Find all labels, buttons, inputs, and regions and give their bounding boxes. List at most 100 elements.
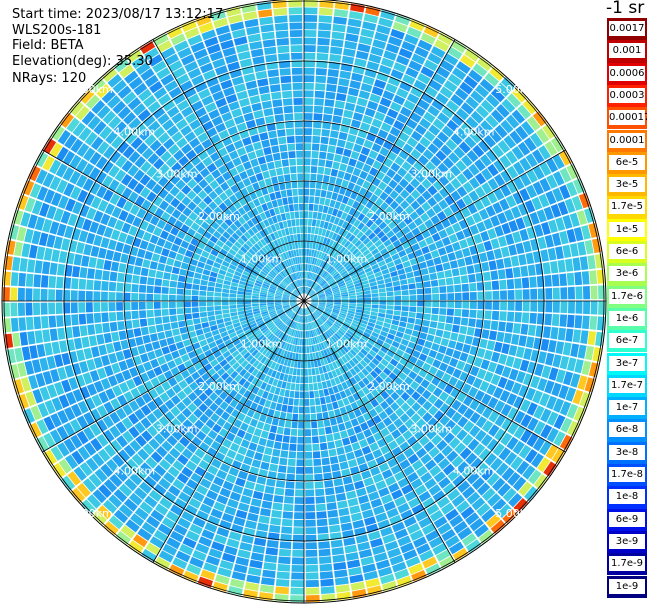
ppi-gate [461, 309, 470, 318]
ppi-gate [267, 262, 274, 269]
ppi-gate [176, 412, 187, 424]
ppi-gate [433, 256, 442, 265]
ppi-gate [280, 213, 287, 221]
ppi-gate [27, 331, 36, 345]
ppi-gate [304, 165, 311, 173]
ppi-gate [357, 43, 371, 53]
ppi-gate [280, 253, 286, 261]
ppi-gate [432, 359, 442, 369]
ppi-gate [359, 405, 368, 415]
ppi-gate [322, 313, 329, 319]
ppi-gate [421, 201, 431, 212]
ppi-gate [35, 169, 48, 185]
ppi-gate [267, 471, 277, 480]
ppi-gate [578, 193, 590, 209]
ppi-gate [190, 237, 199, 247]
ppi-gate [171, 112, 184, 124]
ppi-gate [226, 227, 235, 236]
ppi-gate [158, 163, 170, 175]
ppi-gate [177, 99, 190, 111]
ppi-gate [19, 331, 29, 346]
ppi-gate [353, 184, 362, 193]
ppi-gate [411, 570, 427, 582]
ppi-gate [339, 461, 349, 470]
ppi-gate [201, 274, 209, 281]
ppi-gate [468, 318, 476, 327]
ppi-gate [252, 290, 260, 294]
ppi-gate [512, 266, 521, 278]
ppi-gate [327, 266, 334, 273]
ppi-gate [279, 182, 286, 191]
ppi-gate [576, 210, 588, 225]
ppi-gate [342, 413, 350, 423]
ppi-gate [428, 349, 438, 359]
ppi-gate [184, 289, 192, 296]
ppi-gate [235, 556, 250, 567]
ppi-gate [112, 385, 123, 397]
ppi-gate [242, 270, 250, 277]
ppi-gate [100, 237, 110, 249]
ppi-gate [253, 428, 262, 437]
ppi-gate [337, 329, 345, 336]
ppi-gate [344, 251, 352, 258]
ppi-gate [137, 109, 151, 122]
ppi-gate [306, 241, 310, 249]
ppi-gate [537, 457, 551, 473]
ppi-gate [121, 222, 132, 234]
ppi-gate [313, 329, 318, 337]
ppi-gate [292, 305, 299, 310]
ppi-gate [184, 61, 199, 73]
ppi-gate [365, 240, 374, 249]
ppi-gate [149, 536, 165, 549]
ppi-gate [550, 137, 564, 153]
ppi-gate [584, 377, 595, 393]
ppi-gate [380, 444, 391, 455]
ppi-gate [347, 287, 355, 292]
ppi-gate [306, 287, 309, 294]
ppi-gate [107, 375, 118, 387]
ppi-gate [460, 207, 471, 218]
ppi-gate [64, 134, 77, 149]
ppi-gate [203, 471, 215, 482]
ppi-gate [243, 589, 258, 599]
ppi-gate [506, 279, 515, 290]
ppi-gate [243, 456, 253, 466]
ppi-gate [431, 307, 439, 315]
ppi-gate [356, 487, 367, 497]
ppi-gate [405, 183, 415, 194]
ppi-gate [433, 410, 445, 421]
ppi-gate [297, 288, 301, 295]
ppi-gate [316, 235, 321, 243]
ppi-gate [220, 265, 228, 272]
ppi-gate [265, 331, 272, 338]
ppi-gate [377, 312, 386, 318]
ppi-gate [108, 353, 118, 364]
ppi-gate [361, 206, 370, 216]
ppi-gate [62, 150, 76, 166]
ppi-gate [201, 250, 210, 258]
ppi-gate [540, 424, 553, 439]
ppi-gate [191, 289, 199, 296]
ppi-gate [573, 406, 586, 422]
ppi-gate [335, 276, 343, 282]
ppi-gate [318, 22, 332, 31]
ppi-gate [317, 291, 324, 295]
ppi-gate [330, 269, 337, 276]
ppi-gate [48, 275, 57, 288]
ppi-gate [140, 417, 152, 429]
ppi-gate [140, 326, 149, 336]
ppi-gate [246, 26, 260, 36]
ppi-gate [266, 234, 273, 243]
ppi-gate [282, 252, 288, 260]
ppi-gate [116, 292, 123, 301]
ppi-gate [206, 306, 214, 312]
ppi-gate [285, 351, 291, 359]
ppi-gate [193, 408, 203, 419]
ppi-gate [262, 327, 269, 334]
ppi-gate [237, 502, 250, 512]
ppi-gate [506, 393, 518, 406]
ppi-gate [275, 371, 281, 380]
ppi-gate [348, 234, 356, 242]
ppi-gate [339, 338, 347, 345]
ppi-gate [340, 522, 353, 532]
